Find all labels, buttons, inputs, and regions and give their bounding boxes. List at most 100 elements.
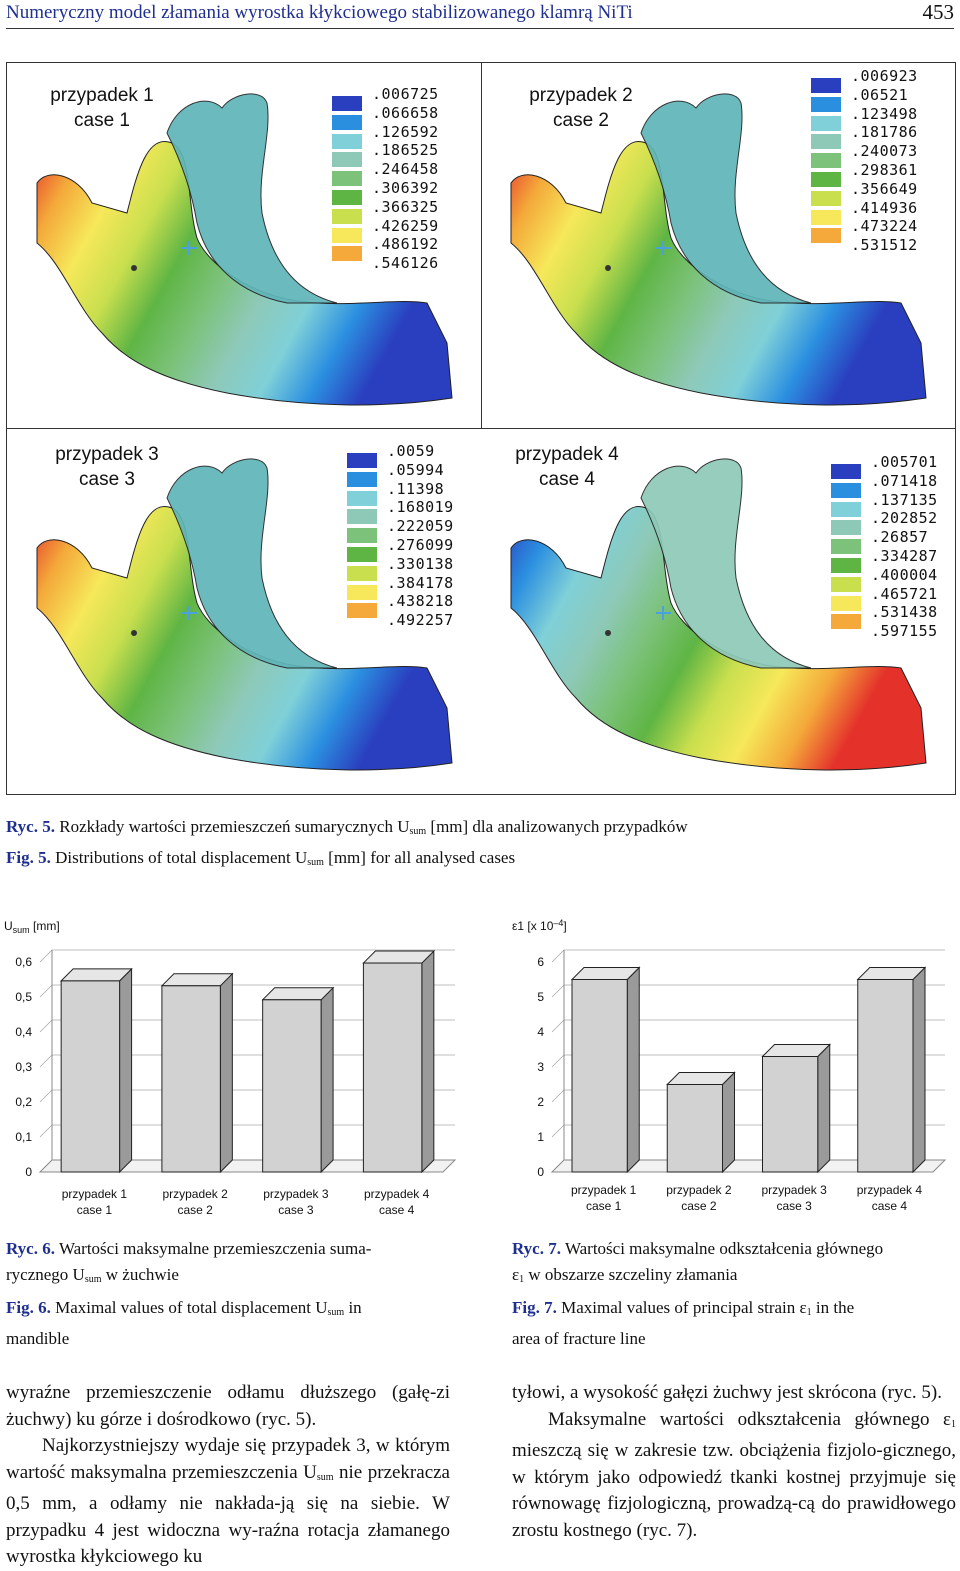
- caption-label: Ryc. 6.: [6, 1239, 55, 1258]
- caption-label: Ryc. 5.: [6, 817, 55, 836]
- bar-side: [912, 966, 926, 1174]
- legend-swatch: [831, 557, 861, 573]
- legend-value: .05994: [387, 460, 445, 479]
- gridline-depth: [39, 949, 53, 963]
- y-tick-label: 6: [537, 955, 544, 969]
- legend-value: .492257: [387, 611, 454, 630]
- legend-value: .0059: [387, 442, 435, 460]
- panel-case-1: przypadek 1 case 1 .006725.066658.126592.1…: [7, 63, 481, 428]
- paragraph: tyłowi, a wysokość gałęzi żuchwy jest sk…: [512, 1382, 943, 1403]
- page-number: 453: [922, 0, 955, 24]
- legend-swatch: [811, 134, 841, 150]
- paragraph-sub: 1: [951, 1418, 956, 1430]
- figure-5-caption: Ryc. 5. Rozkłady wartości przemieszczeń …: [6, 814, 956, 876]
- legend-value: .276099: [387, 535, 454, 554]
- gridline-depth: [551, 984, 565, 998]
- x-category-label: case 1: [77, 1203, 113, 1217]
- panel-divider-horizontal: [7, 428, 955, 429]
- caption-text: Wartości maksymalne odkształcenia główne…: [564, 1239, 884, 1258]
- legend-swatch: [332, 114, 362, 130]
- bar-side: [421, 949, 435, 1174]
- legend-value: .240073: [851, 142, 918, 161]
- caption-text: area of fracture line: [512, 1329, 646, 1348]
- legend-value: .006725: [372, 85, 439, 103]
- panel-divider-vertical: [481, 63, 482, 428]
- x-category-label: case 4: [872, 1199, 908, 1213]
- bar: [666, 1071, 736, 1174]
- legend-value: .546126: [372, 254, 439, 273]
- bar-top: [261, 987, 335, 1001]
- legend-swatch: [831, 576, 861, 592]
- legend-swatch: [347, 509, 377, 525]
- bar: [261, 986, 335, 1174]
- legend-swatch: [347, 453, 377, 468]
- legend-value: .356649: [851, 179, 918, 198]
- bar-chart-svg: ε1 [x 10–4] 0 1 2 3 4 5 6 przypadek 1 case 1 przyp…: [512, 918, 947, 1213]
- caption-text: rycznego U: [6, 1265, 85, 1284]
- bar-side: [626, 966, 640, 1174]
- x-category-label: przypadek 3: [263, 1187, 329, 1201]
- panel-title: przypadek 4 case 4: [497, 442, 637, 492]
- panel-title-en: case 4: [539, 469, 595, 490]
- panel-case-3: przypadek 3 case 3 .0059.05994.11398.16801…: [7, 428, 481, 793]
- paragraph: Maksymalne wartości odkształcenia główne…: [512, 1407, 956, 1545]
- legend-swatch: [347, 565, 377, 581]
- legend-swatch: [332, 246, 362, 262]
- mandible-displacement-plot: [36, 93, 453, 406]
- legend-swatch: [831, 614, 861, 630]
- bar-chart-svg: Usum [mm] 0 0,1 0,2 0,3 0,4 0,5 0,6 przypadek 1 c…: [4, 919, 457, 1217]
- panel-title-en: case 2: [553, 110, 609, 131]
- legend-value: .298361: [851, 160, 918, 179]
- figure-7-caption: Ryc. 7. Wartości maksymalne odkształceni…: [512, 1236, 958, 1352]
- legend-swatch: [332, 171, 362, 187]
- x-category-label: case 1: [586, 1199, 622, 1213]
- bar-front: [262, 999, 322, 1173]
- caption-sub: sum: [327, 1307, 345, 1318]
- y-tick-label: 0,6: [15, 955, 32, 969]
- chart-fig-6: Usum [mm] 0 0,1 0,2 0,3 0,4 0,5 0,6 przypadek 1 c…: [0, 910, 470, 1230]
- running-title: Numeryczny model złamania wyrostka kłykc…: [6, 2, 633, 23]
- legend-swatch: [831, 520, 861, 536]
- legend-swatch: [811, 209, 841, 225]
- y-tick-label: 0,2: [15, 1095, 32, 1109]
- caption-label: Fig. 6.: [6, 1298, 51, 1317]
- mandible-displacement-plot: [510, 93, 927, 406]
- legend-value: .181786: [851, 123, 918, 142]
- bar-top: [856, 967, 927, 980]
- bar-side: [817, 1043, 831, 1174]
- x-category-label: przypadek 4: [857, 1183, 923, 1197]
- legend-swatch: [332, 208, 362, 224]
- y-tick-label: 0,3: [15, 1060, 32, 1074]
- bar-top: [362, 950, 436, 964]
- legend-swatch: [332, 189, 362, 205]
- x-category-label: przypadek 3: [761, 1183, 827, 1197]
- x-category-label: case 2: [681, 1199, 717, 1213]
- paragraph-text: Najkorzystniejszy wydaje się przypadek 3…: [6, 1435, 450, 1483]
- legend-value: .465721: [871, 584, 938, 603]
- paragraph-text: mieszczą się w zakresie tzw. obciążenia …: [512, 1440, 956, 1541]
- legend-value: .202852: [871, 509, 938, 528]
- caption-text: w żuchwie: [105, 1265, 179, 1284]
- header-rule: [6, 28, 954, 29]
- paragraph: Najkorzystniejszy wydaje się przypadek 3…: [6, 1433, 450, 1571]
- bar-top: [761, 1044, 831, 1057]
- caption-sub: 1: [806, 1307, 812, 1318]
- caption-text: Wartości maksymalne przemieszczenia suma…: [58, 1239, 372, 1258]
- x-category-label: case 3: [776, 1199, 812, 1213]
- panel-title: przypadek 1 case 1: [32, 83, 172, 133]
- legend-value: .531438: [871, 603, 938, 622]
- figure-6-caption: Ryc. 6. Wartości maksymalne przemieszcze…: [6, 1236, 476, 1352]
- bar-side: [320, 986, 334, 1174]
- chart-fig-7: ε1 [x 10–4] 0 1 2 3 4 5 6 przypadek 1 case 1 przyp…: [500, 910, 960, 1230]
- caption-label: Fig. 5.: [6, 848, 51, 867]
- caption-sub: 1: [519, 1274, 525, 1285]
- legend-value: .384178: [387, 573, 454, 592]
- bar-front: [362, 962, 423, 1173]
- legend-value: .186525: [372, 141, 439, 160]
- gridline-depth: [551, 949, 565, 963]
- legend-swatch: [347, 546, 377, 562]
- bar: [59, 967, 133, 1174]
- caption-text: Rozkłady wartości przemieszczeń sumarycz…: [59, 817, 410, 836]
- gridline-depth: [39, 1089, 53, 1103]
- caption-text: w obszarze szczeliny złamania: [528, 1265, 738, 1284]
